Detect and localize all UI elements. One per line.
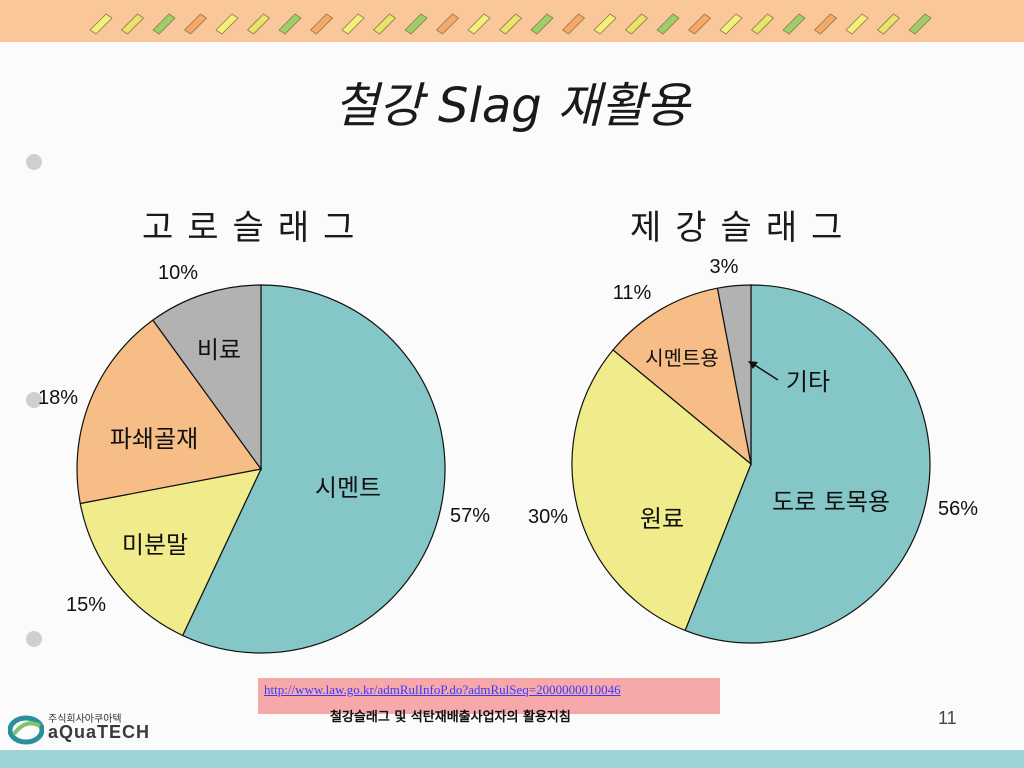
pencil-icon bbox=[215, 13, 239, 35]
pencil-icon bbox=[89, 13, 113, 35]
chart-title-left: 고로슬래그 bbox=[142, 208, 369, 248]
pencil-icon bbox=[750, 13, 775, 35]
pie-slice bbox=[684, 284, 931, 644]
pencil-icon bbox=[719, 13, 743, 35]
pencil-icon bbox=[908, 13, 932, 35]
pencil-icon bbox=[498, 13, 523, 35]
pie-slice bbox=[612, 287, 752, 466]
page-number: 11 bbox=[938, 708, 957, 728]
slice-label: 비료 bbox=[197, 336, 241, 364]
slice-label: 기타 bbox=[786, 368, 830, 396]
logo-swoosh-icon bbox=[8, 715, 44, 745]
pie-slice bbox=[716, 284, 752, 465]
footer-caption: 철강슬래그 및 석탄재배출사업자의 활용지침 bbox=[330, 710, 571, 725]
pencil-icon bbox=[467, 13, 491, 35]
slice-percent-label: 30% bbox=[528, 506, 568, 528]
pencil-icon bbox=[120, 13, 145, 35]
pencil-icon bbox=[309, 13, 334, 35]
pencil-icon bbox=[530, 13, 554, 35]
pencil-icon bbox=[561, 13, 586, 35]
pencil-icon bbox=[404, 13, 428, 35]
pie-slice bbox=[79, 468, 263, 637]
slice-label: 미분말 bbox=[122, 531, 188, 559]
logo-wordmark: aQuaTECH bbox=[48, 722, 151, 742]
slice-percent-label: 10% bbox=[158, 262, 198, 284]
pencil-icon bbox=[246, 13, 271, 35]
pencil-icon bbox=[435, 13, 460, 35]
pencil-icon bbox=[278, 13, 302, 35]
top-decoration-bar bbox=[0, 0, 1024, 42]
slice-percent-label: 56% bbox=[938, 498, 978, 520]
pie-slice bbox=[152, 284, 262, 471]
slice-percent-label: 3% bbox=[710, 256, 739, 278]
pencil-icon bbox=[813, 13, 838, 35]
pencil-icon bbox=[183, 13, 208, 35]
slice-label: 도로 토목용 bbox=[772, 488, 890, 516]
company-logo: 주식회사아쿠아텍 aQuaTECH bbox=[8, 710, 168, 746]
leader-arrowhead bbox=[748, 361, 758, 369]
pencil-icon bbox=[782, 13, 806, 35]
pencil-icon bbox=[593, 13, 617, 35]
slice-label: 원료 bbox=[640, 505, 684, 533]
pencil-icon bbox=[624, 13, 649, 35]
source-link[interactable]: http://www.law.go.kr/admRulInfoP.do?admR… bbox=[258, 678, 720, 714]
pie-chart-right: 도로 토목용 56% 원료 30% 시멘트용 11% 기타 3% bbox=[528, 256, 978, 644]
chart-title-right: 제강슬래그 bbox=[630, 208, 857, 248]
pencil-icon bbox=[876, 13, 901, 35]
slice-label: 시멘트용 bbox=[645, 346, 719, 370]
slice-percent-label: 18% bbox=[38, 387, 78, 409]
pie-chart-left: 시멘트 57% 미분말 15% 파쇄골재 18% 비료 10% bbox=[38, 262, 490, 654]
slice-label: 시멘트 bbox=[315, 474, 381, 502]
pie-slice bbox=[76, 319, 263, 505]
pencil-icon bbox=[152, 13, 176, 35]
pencil-icon bbox=[687, 13, 712, 35]
slice-percent-label: 57% bbox=[450, 505, 490, 527]
slide-title: 철강 Slag 재활용 bbox=[334, 78, 690, 134]
pencil-icon bbox=[341, 13, 365, 35]
pencil-icon bbox=[656, 13, 680, 35]
slice-percent-label: 11% bbox=[613, 282, 652, 304]
slice-label: 파쇄골재 bbox=[110, 425, 198, 453]
pencil-pattern bbox=[89, 13, 932, 35]
logo-company-text: 주식회사아쿠아텍 bbox=[48, 714, 122, 725]
pencil-icon bbox=[372, 13, 397, 35]
pie-slice bbox=[181, 284, 446, 654]
pencil-icon bbox=[845, 13, 869, 35]
pie-slice bbox=[571, 349, 752, 632]
bullet-dot bbox=[26, 631, 42, 647]
slice-percent-label: 15% bbox=[66, 594, 106, 616]
bullet-dot bbox=[26, 154, 42, 170]
bottom-decoration-bar bbox=[0, 750, 1024, 768]
bullet-dot bbox=[26, 392, 42, 408]
